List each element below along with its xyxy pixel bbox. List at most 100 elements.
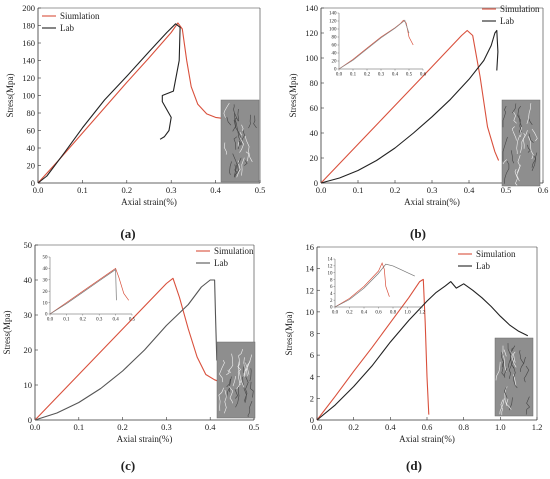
fracture-crack xyxy=(527,136,534,160)
fracture-crack xyxy=(527,144,531,153)
y-axis-title: Stress(Mpa) xyxy=(2,311,12,355)
x-tick-label: 0.2 xyxy=(117,422,128,432)
series-line xyxy=(316,278,430,421)
series-line xyxy=(37,22,223,184)
inset-y-tick-label: 60 xyxy=(332,44,338,49)
x-tick-label: 0.8 xyxy=(458,422,469,432)
fracture-crack xyxy=(226,116,232,126)
fracture-crack xyxy=(502,159,507,165)
fracture-crack xyxy=(234,389,238,399)
fracture-crack xyxy=(241,124,244,132)
inset-y-tick-label: 14 xyxy=(328,258,334,263)
specimen-background xyxy=(216,341,256,419)
fracture-crack xyxy=(219,359,225,383)
legend-label: Simulation xyxy=(476,249,516,259)
inset-y-tick-label: 40 xyxy=(332,52,338,57)
fracture-crack xyxy=(502,136,508,162)
series-line xyxy=(34,277,220,421)
fracture-crack xyxy=(506,398,512,410)
specimen-image xyxy=(220,99,260,183)
inset-y-tick-label: 50 xyxy=(43,256,49,261)
inset-x-tick-label: 0.3 xyxy=(96,318,103,323)
inset-chart: 0.0 0.1 0.2 0.3 0.4 0.5 0.6 0 20 40 60 80 100 120 140 xyxy=(329,12,427,78)
fracture-crack xyxy=(503,387,508,398)
inset-y-tick-label: 4 xyxy=(330,292,333,297)
panel-c: 0.0 0.1 0.2 0.3 0.4 0.5 0 10 20 30 40 50 Axial strai… xyxy=(2,240,259,473)
fracture-crack xyxy=(233,157,242,178)
fracture-crack xyxy=(502,105,507,128)
fracture-crack xyxy=(531,128,538,142)
x-tick-label: 1.0 xyxy=(495,422,506,432)
inset-x-tick-label: 0.0 xyxy=(336,73,343,78)
panel-label: (b) xyxy=(410,226,426,241)
fracture-crack xyxy=(501,361,505,377)
fracture-crack xyxy=(226,369,230,376)
fracture-crack xyxy=(245,151,250,162)
inset-series-line xyxy=(338,19,410,70)
inset-x-tick-label: 0.0 xyxy=(47,318,54,323)
fracture-crack xyxy=(244,135,253,162)
fracture-crack xyxy=(235,386,240,408)
inset-y-tick-label: 2 xyxy=(330,299,333,304)
fracture-crack xyxy=(237,364,242,386)
fracture-crack xyxy=(241,157,245,176)
x-tick-label: 0.2 xyxy=(390,185,401,195)
inset-x-tick-label: 0.6 xyxy=(375,311,382,316)
inset-y-tick-label: 20 xyxy=(332,60,338,65)
inset-x-tick-label: 0.6 xyxy=(420,73,427,78)
fracture-crack xyxy=(223,142,227,155)
x-tick-label: 0.0 xyxy=(30,422,41,432)
y-tick-label: 40 xyxy=(310,128,319,138)
fracture-crack xyxy=(516,135,521,154)
y-tick-label: 12 xyxy=(306,285,315,295)
x-tick-label: 1.2 xyxy=(532,422,543,432)
fracture-crack xyxy=(508,357,514,379)
y-tick-label: 0 xyxy=(314,178,318,188)
panel-label: (d) xyxy=(406,458,422,473)
y-tick-label: 120 xyxy=(22,73,35,83)
fracture-crack xyxy=(511,345,516,352)
inset-chart: 0.0 0.1 0.2 0.3 0.4 0.5 0 10 20 30 40 50 xyxy=(43,256,136,323)
x-tick-label: 0.6 xyxy=(422,422,433,432)
inset-x-tick-label: 0.5 xyxy=(129,318,136,323)
fracture-crack xyxy=(503,160,510,184)
fracture-crack xyxy=(244,361,250,375)
fracture-crack xyxy=(518,114,522,135)
fracture-crack xyxy=(513,351,516,363)
fracture-crack xyxy=(526,103,532,124)
series-line xyxy=(37,23,181,184)
y-tick-label: 80 xyxy=(27,108,36,118)
y-axis-title: Stress(Mpa) xyxy=(288,74,298,118)
fracture-crack xyxy=(236,379,242,389)
fracture-crack xyxy=(528,133,534,143)
x-tick-label: 0.4 xyxy=(205,422,216,432)
panel-label: (a) xyxy=(120,226,135,241)
legend-label: Lab xyxy=(500,16,514,26)
y-tick-label: 200 xyxy=(22,3,35,13)
series-line xyxy=(320,29,500,184)
inset-series-line xyxy=(334,263,415,308)
y-tick-label: 2 xyxy=(310,393,314,403)
y-tick-label: 50 xyxy=(24,240,33,250)
fracture-crack xyxy=(244,354,253,378)
fracture-crack xyxy=(226,379,231,388)
fracture-crack xyxy=(512,131,517,141)
y-tick-label: 60 xyxy=(27,126,36,136)
fracture-crack xyxy=(218,387,224,411)
y-tick-label: 14 xyxy=(306,264,315,274)
series-line xyxy=(320,29,499,184)
fracture-crack xyxy=(226,387,230,398)
y-tick-label: 8 xyxy=(310,329,314,339)
inset-x-tick-label: 0.0 xyxy=(332,311,339,316)
fracture-crack xyxy=(242,376,247,403)
y-tick-label: 30 xyxy=(24,310,33,320)
x-tick-label: 0.6 xyxy=(538,185,549,195)
inset-y-tick-label: 20 xyxy=(43,290,49,295)
fracture-crack xyxy=(249,368,252,382)
fracture-crack xyxy=(228,386,234,404)
legend-label: Simulation xyxy=(500,4,540,14)
inset-x-tick-label: 0.2 xyxy=(346,311,353,316)
inset-x-tick-label: 0.3 xyxy=(378,73,385,78)
panel-label: (c) xyxy=(121,458,135,473)
